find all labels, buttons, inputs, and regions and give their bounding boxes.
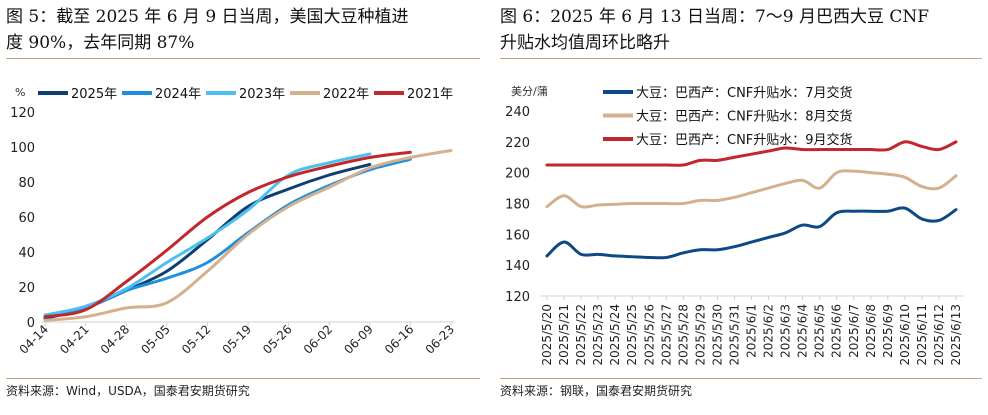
- x-tick-label: 05-05: [138, 322, 173, 357]
- x-tick-label: 2025/5/29: [693, 304, 707, 366]
- y-tick-label: 140: [505, 259, 530, 274]
- divider: [500, 378, 982, 379]
- x-tick-label: 04-28: [98, 322, 133, 357]
- divider: [6, 58, 480, 59]
- right-source: 资料来源：钢联，国泰君安期货研究: [500, 384, 693, 398]
- x-tick-label: 2025/5/22: [574, 304, 588, 366]
- series-line-1: [43, 157, 412, 319]
- legend-label: 大豆：巴西产：CNF升贴水：7月交货: [636, 85, 853, 101]
- divider: [6, 378, 480, 379]
- x-tick-label: 2025/6/1: [745, 304, 759, 358]
- x-tick-label: 2025/6/10: [898, 304, 912, 366]
- x-tick-label: 2025/6/6: [830, 304, 844, 358]
- y-tick-label: 220: [505, 136, 530, 151]
- y-axis-unit: 美分/蒲: [511, 84, 548, 98]
- y-tick-label: 200: [505, 167, 530, 182]
- x-tick-label: 2025/6/2: [762, 304, 776, 358]
- left-source: 资料来源：Wind，USDA，国泰君安期货研究: [6, 384, 250, 398]
- y-tick-label: 80: [18, 176, 35, 191]
- right-title: 图 6：2025 年 6 月 13 日当周：7～9 月巴西大豆 CNF 升贴水均值…: [500, 7, 930, 53]
- x-tick-label: 2025/5/27: [659, 304, 673, 366]
- legend-label: 2024年: [155, 87, 201, 102]
- series-line-1: [545, 169, 958, 209]
- x-tick-label: 2025/5/26: [642, 304, 656, 366]
- x-tick-label: 2025/6/11: [915, 304, 929, 366]
- left-title: 图 5：截至 2025 年 6 月 9 日当周，美国大豆种植进度 90%，去年同…: [6, 7, 409, 53]
- y-tick-label: 120: [10, 106, 35, 121]
- legend-label: 大豆：巴西产：CNF升贴水：8月交货: [636, 109, 853, 125]
- y-tick-label: 0: [27, 316, 35, 331]
- x-tick-label: 2025/6/7: [847, 304, 861, 358]
- series-line-0: [545, 206, 958, 260]
- x-tick-label: 2025/6/8: [864, 304, 878, 358]
- y-axis-unit: %: [15, 86, 25, 99]
- x-tick-label: 2025/5/23: [591, 304, 605, 366]
- y-tick-label: 180: [505, 198, 530, 213]
- x-tick-label: 05-19: [220, 322, 255, 357]
- y-tick-label: 160: [505, 228, 530, 243]
- x-tick-label: 2025/6/5: [813, 304, 827, 358]
- legend-label: 2021年: [407, 87, 453, 102]
- y-tick-label: 120: [505, 290, 530, 305]
- x-tick-label: 2025/5/25: [625, 304, 639, 366]
- x-tick-label: 2025/5/20: [540, 304, 554, 366]
- x-tick-label: 2025/5/28: [676, 304, 690, 366]
- y-tick-label: 240: [505, 105, 530, 120]
- x-tick-label: 2025/5/24: [608, 304, 622, 366]
- x-tick-label: 06-23: [423, 322, 458, 357]
- series-line-3: [43, 149, 453, 322]
- x-tick-label: 2025/6/3: [779, 304, 793, 358]
- divider: [500, 58, 982, 59]
- legend-label: 大豆：巴西产：CNF升贴水：9月交货: [636, 132, 853, 148]
- x-tick-label: 04-21: [57, 322, 92, 357]
- x-tick-label: 06-09: [341, 322, 376, 357]
- x-tick-label: 06-02: [301, 322, 336, 357]
- legend-label: 2023年: [239, 87, 285, 102]
- y-tick-label: 60: [18, 211, 35, 226]
- legend-label: 2022年: [323, 87, 369, 102]
- legend-label: 2025年: [71, 87, 117, 102]
- x-tick-label: 2025/6/9: [881, 304, 895, 358]
- x-tick-label: 05-12: [179, 322, 214, 357]
- x-tick-label: 06-16: [382, 322, 417, 357]
- y-tick-label: 100: [10, 141, 35, 156]
- x-tick-label: 2025/5/31: [727, 304, 741, 366]
- x-tick-label: 2025/6/13: [949, 304, 963, 366]
- x-tick-label: 2025/6/4: [796, 304, 810, 358]
- series-line-2: [545, 140, 958, 167]
- y-tick-label: 20: [18, 281, 35, 296]
- x-tick-label: 2025/5/21: [557, 304, 571, 366]
- x-tick-label: 2025/6/12: [932, 304, 946, 366]
- series-line-4: [43, 150, 412, 319]
- x-tick-label: 05-26: [260, 322, 295, 357]
- y-tick-label: 40: [18, 246, 35, 261]
- x-tick-label: 2025/5/30: [710, 304, 724, 366]
